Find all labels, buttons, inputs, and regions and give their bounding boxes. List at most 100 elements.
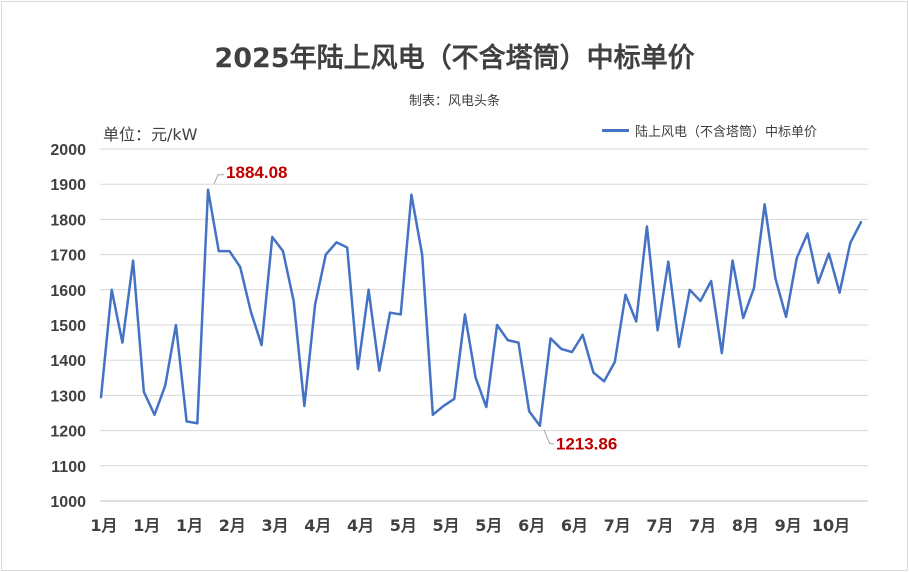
data-point [666,260,670,264]
x-tick-label: 10月 [812,516,850,535]
data-point [442,404,446,408]
data-point [645,224,649,228]
data-point [538,424,542,428]
x-tick-label: 3月 [261,516,288,535]
data-point [859,220,863,224]
data-point [399,312,403,316]
legend: 陆上风电（不含塔筒）中标单价 [602,121,817,140]
data-point [227,249,231,253]
data-point [153,413,157,417]
data-point [185,419,189,423]
annotation-label: 1884.08 [226,163,287,182]
data-point [795,256,799,260]
chart-subtitle: 制表：风电头条 [408,94,500,109]
data-point [431,413,435,417]
y-tick-label: 2000 [50,142,86,159]
data-point [313,303,317,307]
x-tick-label: 5月 [390,516,417,535]
data-point [484,405,488,409]
x-tick-label: 5月 [475,516,502,535]
data-point [110,288,114,292]
data-point [174,323,178,327]
data-point [195,421,199,425]
data-point [591,371,595,375]
data-point [527,409,531,413]
x-tick-label: 7月 [646,516,673,535]
data-point [238,265,242,269]
data-point [388,311,392,315]
x-tick-label: 6月 [561,516,588,535]
data-point [495,323,499,327]
data-point [99,395,103,399]
data-point [206,188,210,192]
data-point [452,397,456,401]
data-point [602,379,606,383]
x-tick-label: 5月 [433,516,460,535]
data-point [260,343,264,347]
data-point [474,376,478,380]
data-point [334,240,338,244]
data-point [656,328,660,332]
annotation-label: 1213.86 [556,435,617,454]
y-tick-label: 1100 [51,459,86,476]
data-point [506,338,510,342]
y-tick-label: 1700 [50,248,86,265]
y-tick-label: 1900 [50,177,86,194]
data-point [324,253,328,257]
x-tick-label: 4月 [347,516,374,535]
x-tick-label: 2月 [219,516,246,535]
data-point [463,312,467,316]
data-point [120,341,124,345]
data-point [827,252,831,256]
annotation-leader [213,174,225,185]
data-point [805,231,809,235]
x-tick-label: 1月 [90,516,117,535]
y-tick-label: 1000 [50,494,86,511]
x-tick-label: 4月 [304,516,331,535]
data-point [720,351,724,355]
data-point [142,390,146,394]
data-point [709,279,713,283]
x-tick-label: 1月 [176,516,203,535]
data-point [549,336,553,340]
x-tick-label: 9月 [775,516,802,535]
y-tick-label: 1800 [50,212,86,229]
x-tick-label: 1月 [133,516,160,535]
data-point [356,367,360,371]
data-point [773,276,777,280]
y-tick-label: 1400 [50,353,86,370]
series-line [99,188,863,427]
data-point [377,369,381,373]
unit-label: 单位：元/kW [103,125,198,144]
data-point [302,404,306,408]
data-point [634,319,638,323]
data-point [848,241,852,245]
x-tick-label: 7月 [604,516,631,535]
legend-label: 陆上风电（不含塔筒）中标单价 [635,125,818,140]
annotation-leader [543,429,554,445]
legend-swatch [602,129,629,132]
data-point [816,281,820,285]
data-point [292,299,296,303]
data-point [784,315,788,319]
y-tick-label: 1600 [50,283,86,300]
data-point [838,291,842,295]
data-point [570,350,574,354]
data-point [516,341,520,345]
data-point [281,249,285,253]
data-point [677,345,681,349]
data-point [624,293,628,297]
data-point [345,246,349,250]
x-tick-label: 7月 [689,516,716,535]
data-point [163,384,167,388]
data-point [698,299,702,303]
data-point [559,347,563,351]
data-point [249,310,253,314]
data-point [270,235,274,239]
data-point [688,288,692,292]
x-tick-label: 6月 [518,516,545,535]
data-point [763,202,767,206]
